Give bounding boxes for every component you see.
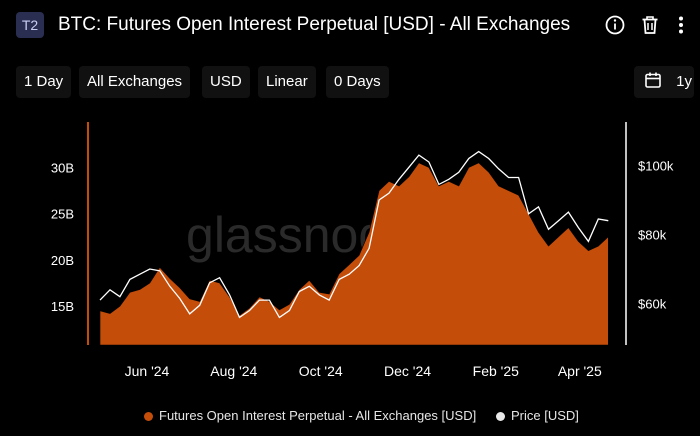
scale-button[interactable]: Linear (258, 66, 316, 98)
y-right-tick-label: $60k (638, 297, 667, 312)
x-tick-label: Aug '24 (210, 363, 257, 379)
legend-swatch-price (496, 412, 505, 421)
moving-average-button[interactable]: 0 Days (326, 66, 389, 98)
legend-label-oi: Futures Open Interest Perpetual - All Ex… (159, 408, 477, 423)
legend-label-price: Price [USD] (511, 408, 579, 423)
exchange-button[interactable]: All Exchanges (79, 66, 191, 98)
resolution-button[interactable]: 1 Day (16, 66, 72, 98)
legend-swatch-oi (144, 412, 153, 421)
range-label: 1y (676, 73, 693, 90)
y-right-tick-label: $100k (638, 158, 674, 173)
chart-toolbar: 1 Day All Exchanges USD Linear 0 Days 1y (0, 64, 700, 100)
tier-badge: T2 (16, 12, 44, 38)
chart-title: BTC: Futures Open Interest Perpetual [US… (58, 14, 571, 35)
info-icon[interactable] (604, 14, 626, 36)
x-tick-label: Apr '25 (558, 363, 602, 379)
chart-header: T2 BTC: Futures Open Interest Perpetual … (0, 0, 700, 52)
calendar-icon (645, 72, 661, 88)
legend: Futures Open Interest Perpetual - All Ex… (0, 404, 700, 428)
x-tick-label: Feb '25 (473, 363, 519, 379)
y-left-tick-label: 15B (51, 299, 74, 314)
x-tick-label: Jun '24 (125, 363, 170, 379)
series-area-oi[interactable] (99, 162, 609, 346)
y-left-tick-label: 25B (51, 207, 74, 222)
series-line-price[interactable] (99, 150, 609, 319)
more-icon[interactable] (670, 14, 692, 36)
legend-item-oi[interactable]: Futures Open Interest Perpetual - All Ex… (144, 408, 476, 423)
y-left-tick-label: 30B (51, 161, 74, 176)
x-tick-label: Dec '24 (384, 363, 431, 379)
chart-area[interactable]: glassnode 15B 20B 25B 30B $60k $80k $100k Jun '2… (0, 110, 700, 400)
legend-item-price[interactable]: Price [USD] (496, 408, 579, 423)
trash-icon[interactable] (639, 14, 661, 36)
range-button[interactable]: 1y (634, 66, 694, 98)
y-right-tick-label: $80k (638, 228, 667, 243)
y-left-tick-label: 20B (51, 253, 74, 268)
currency-button[interactable]: USD (202, 66, 250, 98)
x-tick-label: Oct '24 (299, 363, 343, 379)
